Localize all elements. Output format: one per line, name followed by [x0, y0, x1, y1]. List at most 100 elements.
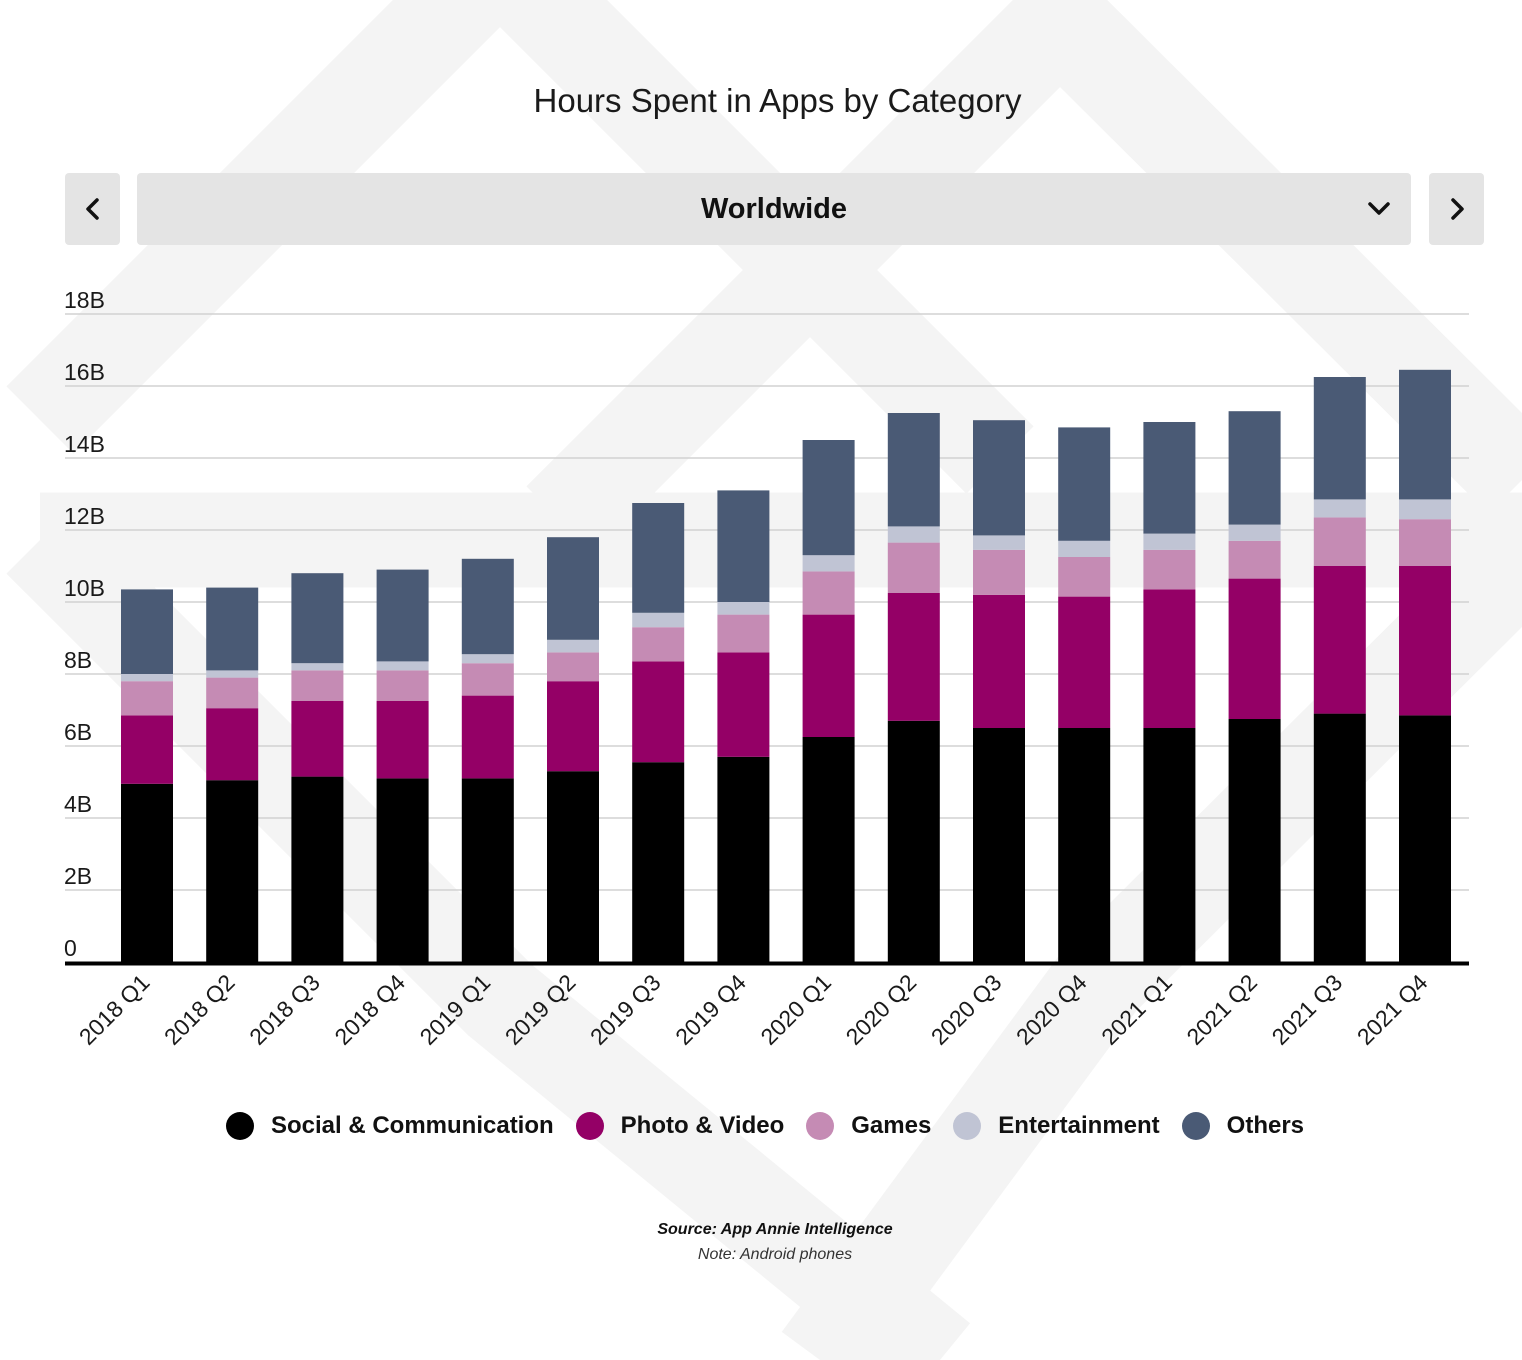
bar-segment-games[interactable]: [461, 663, 514, 696]
bar-segment-social-communication[interactable]: [547, 771, 599, 962]
bar-segment-photo-video[interactable]: [291, 701, 344, 777]
bar-segment-photo-video[interactable]: [376, 701, 429, 779]
bar-segment-entertainment[interactable]: [376, 661, 429, 671]
bar-segment-social-communication[interactable]: [632, 762, 685, 962]
bar-segment-games[interactable]: [1399, 519, 1451, 566]
bar-segment-entertainment[interactable]: [121, 674, 173, 682]
bar-segment-photo-video[interactable]: [632, 661, 685, 763]
bar-segment-games[interactable]: [632, 627, 685, 662]
bar-segment-photo-video[interactable]: [121, 715, 173, 784]
bar-segment-others[interactable]: [291, 573, 344, 664]
bar-segment-social-communication[interactable]: [206, 780, 259, 962]
bar-segment-social-communication[interactable]: [887, 720, 940, 962]
bar-segment-games[interactable]: [887, 542, 940, 593]
bar-segment-games[interactable]: [1143, 549, 1196, 590]
bar-segment-games[interactable]: [1228, 540, 1281, 579]
bar-segment-social-communication[interactable]: [291, 776, 344, 962]
next-button[interactable]: [1429, 173, 1484, 245]
bar-segment-games[interactable]: [973, 549, 1025, 595]
bar-segment-social-communication[interactable]: [1399, 715, 1451, 962]
bar-segment-social-communication[interactable]: [376, 778, 429, 962]
legend-label: Photo & Video: [620, 1112, 785, 1139]
bar-segment-entertainment[interactable]: [632, 612, 685, 628]
bar-segment-photo-video[interactable]: [547, 681, 599, 772]
bar-segment-others[interactable]: [547, 537, 599, 640]
legend-item[interactable]: Games: [806, 1112, 931, 1140]
bar-segment-others[interactable]: [1228, 411, 1281, 525]
bar-segment-others[interactable]: [717, 490, 770, 602]
bar-segment-entertainment[interactable]: [1143, 533, 1196, 550]
bar-segment-games[interactable]: [291, 670, 344, 701]
bar-segment-photo-video[interactable]: [206, 708, 259, 781]
x-tick-label: 2018 Q2: [159, 969, 240, 1050]
bar-segment-others[interactable]: [121, 589, 173, 674]
previous-button[interactable]: [65, 173, 120, 245]
bar-segment-entertainment[interactable]: [1399, 499, 1451, 520]
bar-segment-others[interactable]: [632, 503, 685, 613]
bar-segment-others[interactable]: [802, 440, 855, 556]
bar-segment-photo-video[interactable]: [1228, 578, 1281, 719]
bar-segment-games[interactable]: [717, 614, 770, 653]
bar-segment-social-communication[interactable]: [1058, 728, 1111, 962]
bar-segment-social-communication[interactable]: [461, 778, 514, 962]
bar-segment-others[interactable]: [887, 413, 940, 527]
y-axis-ticks: 0 2B 4B 6B 8B 10B 12B 14B 16B 18B: [64, 287, 105, 961]
bar-segment-entertainment[interactable]: [461, 654, 514, 664]
legend-item[interactable]: Others: [1181, 1112, 1304, 1140]
bar-segment-entertainment[interactable]: [717, 602, 770, 615]
bar-segment-games[interactable]: [547, 652, 599, 682]
bar-segment-social-communication[interactable]: [121, 783, 173, 962]
bar-segment-photo-video[interactable]: [461, 695, 514, 779]
bar-segment-games[interactable]: [121, 681, 173, 716]
bar-segment-games[interactable]: [1313, 517, 1366, 566]
bar-segment-social-communication[interactable]: [1228, 719, 1281, 962]
bar-segment-games[interactable]: [206, 677, 259, 709]
x-tick-label: 2021 Q3: [1267, 969, 1348, 1050]
bar-segment-others[interactable]: [1399, 369, 1451, 500]
region-select[interactable]: Worldwide: [137, 173, 1411, 245]
bar-segment-games[interactable]: [1058, 557, 1111, 597]
legend-swatch: [225, 1112, 254, 1140]
bar-segment-photo-video[interactable]: [717, 652, 770, 757]
bar-segment-others[interactable]: [1143, 422, 1196, 534]
bar-segment-photo-video[interactable]: [973, 594, 1025, 728]
bar-segment-entertainment[interactable]: [206, 670, 259, 678]
bar-segment-entertainment[interactable]: [887, 526, 940, 543]
bar-segment-games[interactable]: [802, 571, 855, 615]
bar-segment-others[interactable]: [1313, 377, 1366, 500]
bar-segment-social-communication[interactable]: [973, 728, 1025, 962]
x-tick-label: 2018 Q4: [329, 969, 410, 1050]
bar-segment-entertainment[interactable]: [1228, 524, 1281, 541]
legend-item[interactable]: Social & Communication: [225, 1112, 554, 1140]
bar-segment-games[interactable]: [376, 670, 429, 701]
source-text: Source: App Annie Intelligence: [657, 1221, 893, 1238]
legend-item[interactable]: Photo & Video: [575, 1112, 785, 1140]
bar-segment-entertainment[interactable]: [1058, 540, 1111, 557]
bar-segment-photo-video[interactable]: [1313, 566, 1366, 714]
bar-segment-social-communication[interactable]: [717, 756, 770, 962]
bar-segment-entertainment[interactable]: [291, 663, 344, 671]
bar-segment-others[interactable]: [206, 587, 259, 671]
bar-segment-entertainment[interactable]: [973, 535, 1025, 550]
x-tick-label: 2021 Q1: [1096, 969, 1177, 1050]
bar-segment-others[interactable]: [1058, 427, 1111, 541]
x-tick-label: 2019 Q1: [415, 969, 496, 1050]
bar-segment-others[interactable]: [973, 420, 1025, 536]
bar-segment-photo-video[interactable]: [802, 614, 855, 737]
bar-segment-social-communication[interactable]: [1143, 728, 1196, 962]
bar-segment-entertainment[interactable]: [802, 555, 855, 572]
bar-segment-photo-video[interactable]: [887, 593, 940, 721]
legend-item[interactable]: Entertainment: [953, 1112, 1160, 1140]
bar-segment-photo-video[interactable]: [1058, 596, 1111, 728]
bar-segment-social-communication[interactable]: [802, 737, 855, 962]
bar-segment-entertainment[interactable]: [547, 639, 599, 653]
bar-segment-social-communication[interactable]: [1313, 713, 1366, 962]
bar-segment-others[interactable]: [461, 558, 514, 655]
x-tick-label: 2019 Q4: [670, 969, 751, 1050]
bar-segment-photo-video[interactable]: [1143, 589, 1196, 728]
bar-segment-entertainment[interactable]: [1313, 499, 1366, 518]
y-tick-label: 6B: [64, 719, 92, 745]
bar-segment-photo-video[interactable]: [1399, 566, 1451, 716]
y-tick-label: 2B: [64, 863, 92, 889]
bar-segment-others[interactable]: [376, 569, 429, 662]
